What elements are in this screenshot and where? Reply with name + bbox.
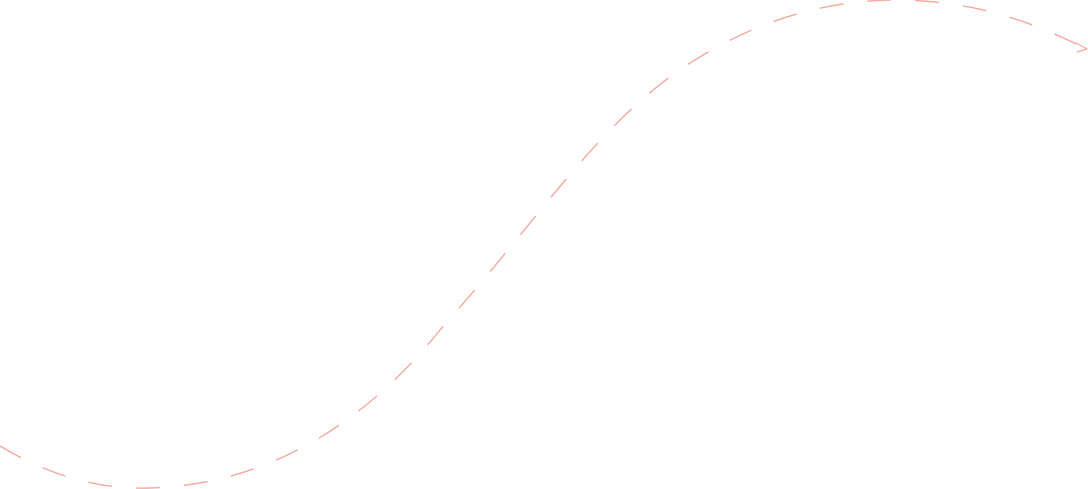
arrowhead-icon [1075, 42, 1088, 53]
